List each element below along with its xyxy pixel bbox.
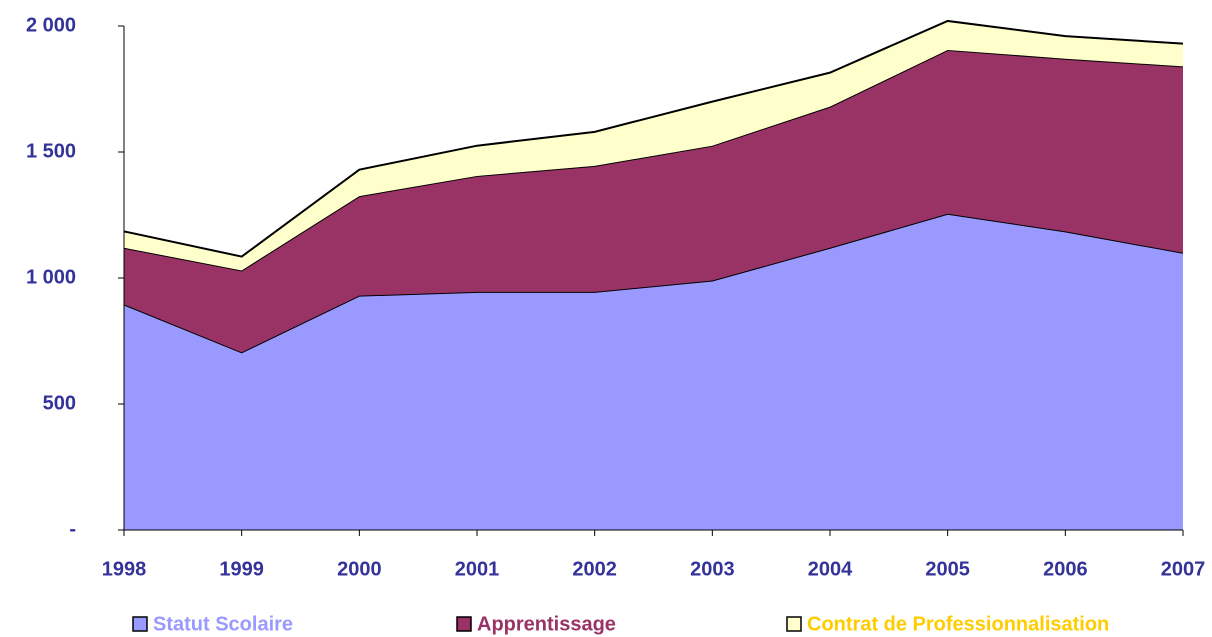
x-tick-label: 2004 [808, 558, 853, 580]
legend-swatch [786, 616, 802, 632]
y-tick-label: 500 [43, 392, 76, 414]
y-tick-label: 1 500 [26, 140, 76, 162]
x-tick-label: 2002 [572, 558, 617, 580]
x-tick-label: 2007 [1161, 558, 1206, 580]
area [124, 213, 1183, 531]
y-tick-label: 1 000 [26, 266, 76, 288]
area-edge [123, 19, 1184, 258]
area [124, 49, 1183, 353]
x-tick-label: 1999 [219, 558, 264, 580]
x-tick-label: 2006 [1043, 558, 1088, 580]
legend-swatch [132, 616, 148, 632]
legend-swatch [456, 616, 472, 632]
y-tick-label: 2 000 [26, 14, 76, 36]
legend-label: Contrat de Professionnalisation [807, 613, 1109, 635]
x-tick-label: 1998 [102, 558, 147, 580]
x-tick-label: 2001 [455, 558, 500, 580]
area [124, 20, 1183, 271]
y-tick-label: - [69, 518, 76, 540]
x-tick-label: 2005 [925, 558, 970, 580]
x-tick-label: 2003 [690, 558, 735, 580]
legend-label: Statut Scolaire [153, 613, 293, 635]
legend-label: Apprentissage [477, 613, 616, 635]
x-tick-label: 2000 [337, 558, 382, 580]
